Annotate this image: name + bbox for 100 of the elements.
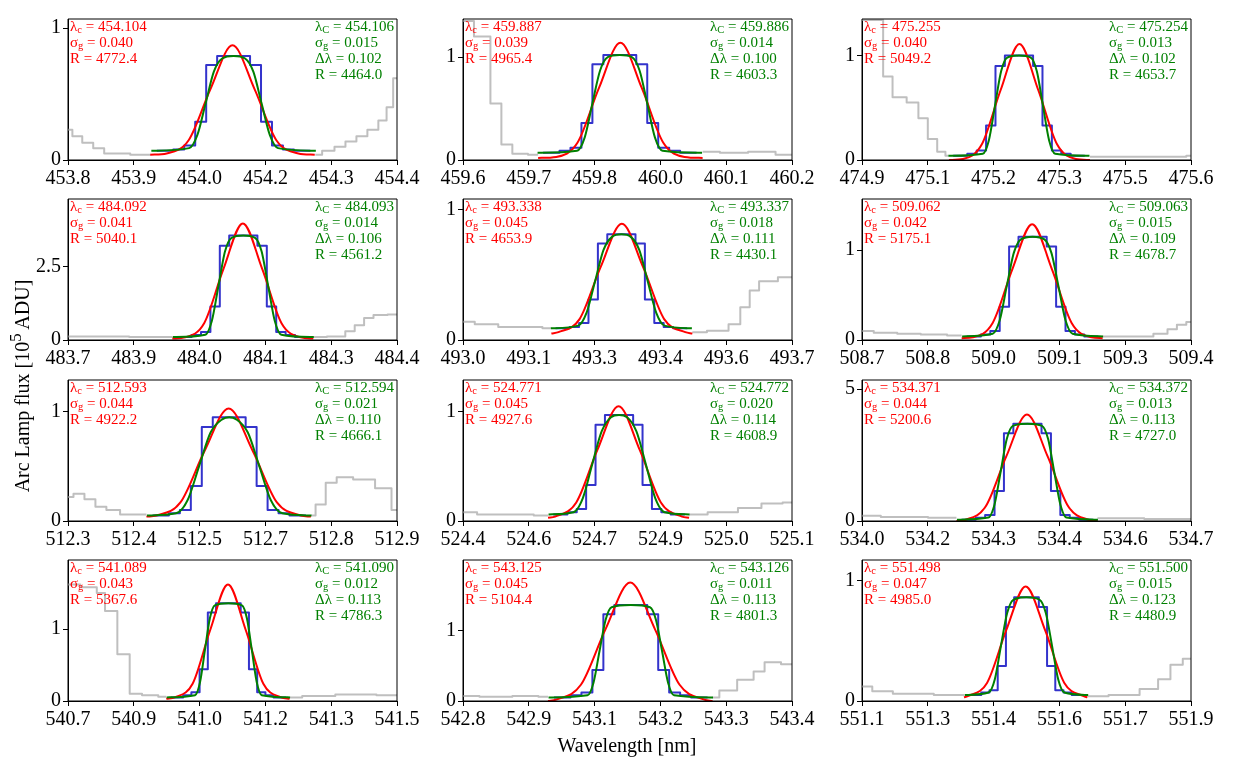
- annotation: σg = 0.020: [710, 395, 774, 412]
- y-tick-label: 1: [446, 44, 456, 67]
- annotation: σg = 0.021: [315, 395, 379, 412]
- x-tick-label: 534.7: [1168, 527, 1214, 550]
- x-tick-label: 508.8: [905, 346, 951, 369]
- x-tick-label: 551.3: [905, 707, 951, 730]
- annotation: λc = 454.104: [70, 18, 148, 35]
- annotation: λc = 524.771: [465, 379, 542, 396]
- x-tick-label: 454.4: [374, 166, 420, 189]
- annotation: R = 4678.7: [1109, 246, 1177, 263]
- x-tick-label: 541.2: [242, 707, 288, 730]
- annotation: σg = 0.044: [864, 395, 928, 412]
- x-tick-label: 484.0: [177, 346, 223, 369]
- x-tick-label: 460.0: [637, 166, 683, 189]
- annotation: Δλ = 0.110: [315, 411, 382, 428]
- y-tick-label: 1: [446, 398, 456, 421]
- annotation: λC = 524.772: [710, 379, 790, 396]
- x-tick-label: 475.1: [905, 166, 951, 189]
- x-tick-label: 524.7: [572, 527, 618, 550]
- y-tick-label: 1: [845, 567, 855, 590]
- annotation: λc = 543.125: [465, 559, 542, 576]
- annotation: R = 4727.0: [1109, 427, 1177, 444]
- y-tick-label: 1: [845, 42, 855, 65]
- x-tick-label: 484.1: [242, 346, 288, 369]
- annotation: σg = 0.045: [465, 395, 529, 412]
- annotation: λc = 509.062: [864, 198, 941, 215]
- annotation: R = 4653.7: [1109, 66, 1177, 83]
- annotation: Δλ = 0.114: [710, 411, 777, 428]
- annotation: Δλ = 0.113: [1109, 411, 1176, 428]
- x-tick-label: 541.5: [374, 707, 420, 730]
- annotation: R = 4922.2: [70, 411, 138, 428]
- x-tick-label: 493.1: [506, 346, 552, 369]
- x-tick-label: 475.6: [1168, 166, 1214, 189]
- annotation: R = 4786.3: [315, 607, 383, 624]
- x-tick-label: 542.9: [506, 707, 552, 730]
- annotation: R = 4801.3: [710, 607, 778, 624]
- annotation: R = 5104.4: [465, 591, 533, 608]
- annotation: σg = 0.045: [465, 214, 529, 231]
- annotation: σg = 0.041: [70, 214, 134, 231]
- annotation: R = 4927.6: [465, 411, 533, 428]
- y-tick-label: 1: [51, 398, 61, 421]
- x-tick-label: 512.4: [111, 527, 157, 550]
- annotation: σg = 0.042: [864, 214, 928, 231]
- annotation: R = 4772.4: [70, 50, 138, 67]
- annotation: R = 5049.2: [864, 50, 932, 67]
- annotation: R = 5040.1: [70, 230, 138, 247]
- y-tick-label: 2.5: [36, 253, 61, 276]
- annotation: σg = 0.011: [710, 575, 773, 592]
- annotation: σg = 0.039: [465, 34, 529, 51]
- x-tick-label: 525.1: [769, 527, 815, 550]
- annotation: λc = 541.089: [70, 559, 147, 576]
- annotation: λC = 459.886: [710, 18, 790, 35]
- x-tick-label: 454.3: [308, 166, 354, 189]
- x-tick-label: 543.4: [769, 707, 815, 730]
- x-tick-label: 524.6: [506, 527, 552, 550]
- annotation: R = 4603.3: [710, 66, 778, 83]
- x-tick-label: 512.7: [242, 527, 288, 550]
- annotation: σg = 0.018: [710, 214, 774, 231]
- annotation: σg = 0.014: [710, 34, 774, 51]
- x-tick-label: 509.1: [1036, 346, 1082, 369]
- x-tick-label: 483.9: [111, 346, 157, 369]
- annotation: Δλ = 0.100: [710, 50, 777, 67]
- annotation: λC = 541.090: [315, 559, 395, 576]
- x-tick-label: 454.2: [242, 166, 288, 189]
- x-tick-label: 543.3: [703, 707, 749, 730]
- annotation: λc = 459.887: [465, 18, 543, 35]
- y-tick-label: 1: [51, 616, 61, 639]
- annotation: σg = 0.045: [465, 575, 529, 592]
- annotation: Δλ = 0.111: [710, 230, 776, 247]
- annotation: σg = 0.040: [70, 34, 134, 51]
- annotation: Δλ = 0.113: [710, 591, 777, 608]
- annotation: λC = 512.594: [315, 379, 395, 396]
- annotation: R = 4653.9: [465, 230, 533, 247]
- x-tick-label: 534.2: [905, 527, 951, 550]
- annotation: Δλ = 0.106: [315, 230, 383, 247]
- x-tick-label: 493.4: [637, 346, 683, 369]
- line-series: [537, 41, 704, 159]
- annotation: λc = 551.498: [864, 559, 941, 576]
- x-tick-label: 551.4: [971, 707, 1017, 730]
- annotation: λc = 484.092: [70, 198, 147, 215]
- x-tick-label: 493.6: [703, 346, 749, 369]
- annotation: Δλ = 0.102: [315, 50, 382, 67]
- x-tick-label: 509.0: [971, 346, 1017, 369]
- annotation: σg = 0.040: [864, 34, 928, 51]
- annotation: λc = 512.593: [70, 379, 147, 396]
- annotation: λC = 475.254: [1109, 18, 1189, 35]
- annotation: σg = 0.014: [315, 214, 379, 231]
- annotation: σg = 0.043: [70, 575, 134, 592]
- x-tick-label: 453.9: [111, 166, 157, 189]
- annotation: R = 4480.9: [1109, 607, 1177, 624]
- y-tick-label: 1: [446, 617, 456, 640]
- x-tick-label: 512.8: [308, 527, 354, 550]
- x-tick-label: 509.4: [1168, 346, 1214, 369]
- y-tick-label: 1: [446, 196, 456, 219]
- annotation: Δλ = 0.109: [1109, 230, 1176, 247]
- annotation: λc = 534.371: [864, 379, 941, 396]
- annotation: R = 5200.6: [864, 411, 932, 428]
- annotation: R = 5367.6: [70, 591, 138, 608]
- x-tick-label: 551.9: [1168, 707, 1214, 730]
- annotation: σg = 0.012: [315, 575, 379, 592]
